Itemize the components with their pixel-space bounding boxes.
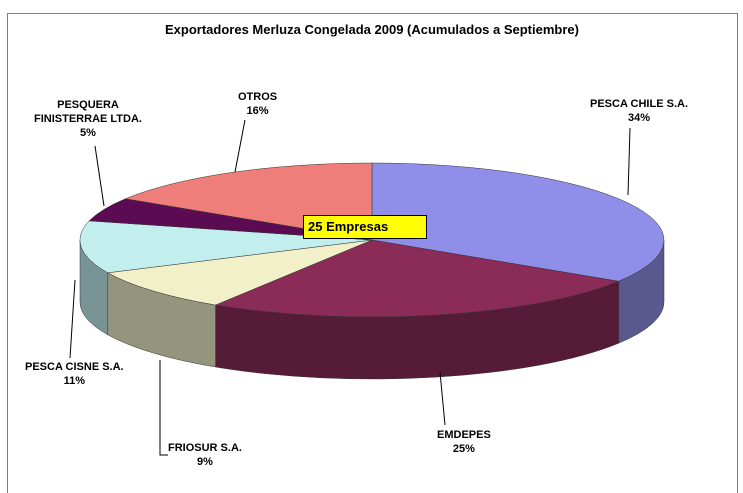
- leader-line: [627, 127, 631, 196]
- value-label: 5%: [80, 127, 96, 139]
- slice: [371, 162, 665, 282]
- leader-line: [94, 145, 105, 207]
- slice-label: EMDEPES 25%: [437, 428, 491, 456]
- leader-line: [159, 360, 168, 456]
- value-label: 16%: [246, 105, 269, 117]
- leader-line: [234, 119, 246, 173]
- category-label: OTROS: [238, 91, 278, 103]
- slice-label: PESCA CISNE S.A. 11%: [25, 360, 124, 388]
- value-label: 11%: [63, 375, 86, 387]
- slice: [214, 239, 620, 318]
- slice: [79, 220, 373, 274]
- slice-label: OTROS 16%: [238, 90, 277, 118]
- chart-title: Exportadores Merluza Congelada 2009 (Acu…: [165, 22, 579, 37]
- category-label: EMDEPES: [437, 429, 491, 441]
- leader-line: [69, 279, 76, 359]
- value-label: 25%: [452, 443, 475, 455]
- annotation: 25 Empresas: [303, 215, 427, 239]
- value-label: 34%: [627, 112, 651, 124]
- slice-label: FRIOSUR S.A. 9%: [168, 441, 242, 469]
- value-label: 9%: [197, 456, 213, 468]
- slice: [107, 239, 373, 306]
- leader-lines: [69, 119, 631, 456]
- slice-label: PESCA CHILE S.A. 34%: [590, 97, 688, 125]
- slice-label: PESQUERA FINISTERRAE LTDA. 5%: [33, 98, 143, 140]
- category-label: FRIOSUR S.A.: [168, 442, 242, 454]
- leader-line: [439, 371, 446, 426]
- pie: [79, 162, 665, 380]
- category-label: PESQUERA FINISTERRAE LTDA.: [34, 99, 142, 125]
- category-label: PESCA CHILE S.A.: [590, 98, 688, 110]
- category-label: PESCA CISNE S.A.: [25, 361, 124, 373]
